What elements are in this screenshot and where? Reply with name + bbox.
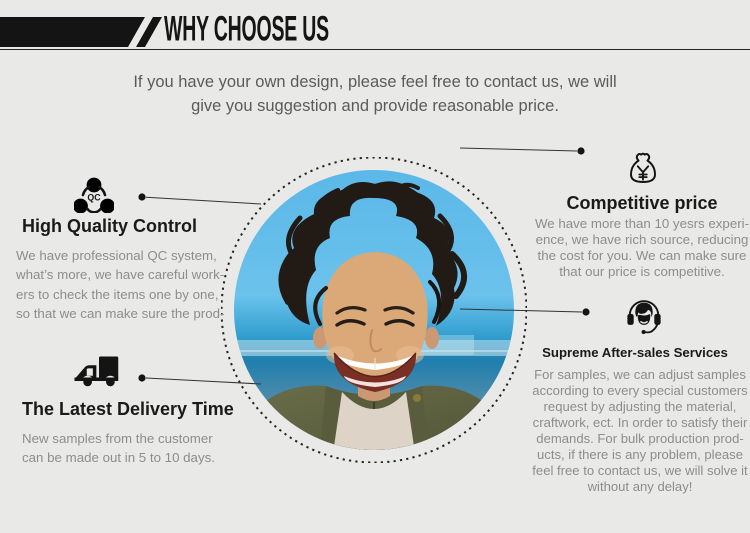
svg-text:QC: QC — [87, 193, 101, 203]
